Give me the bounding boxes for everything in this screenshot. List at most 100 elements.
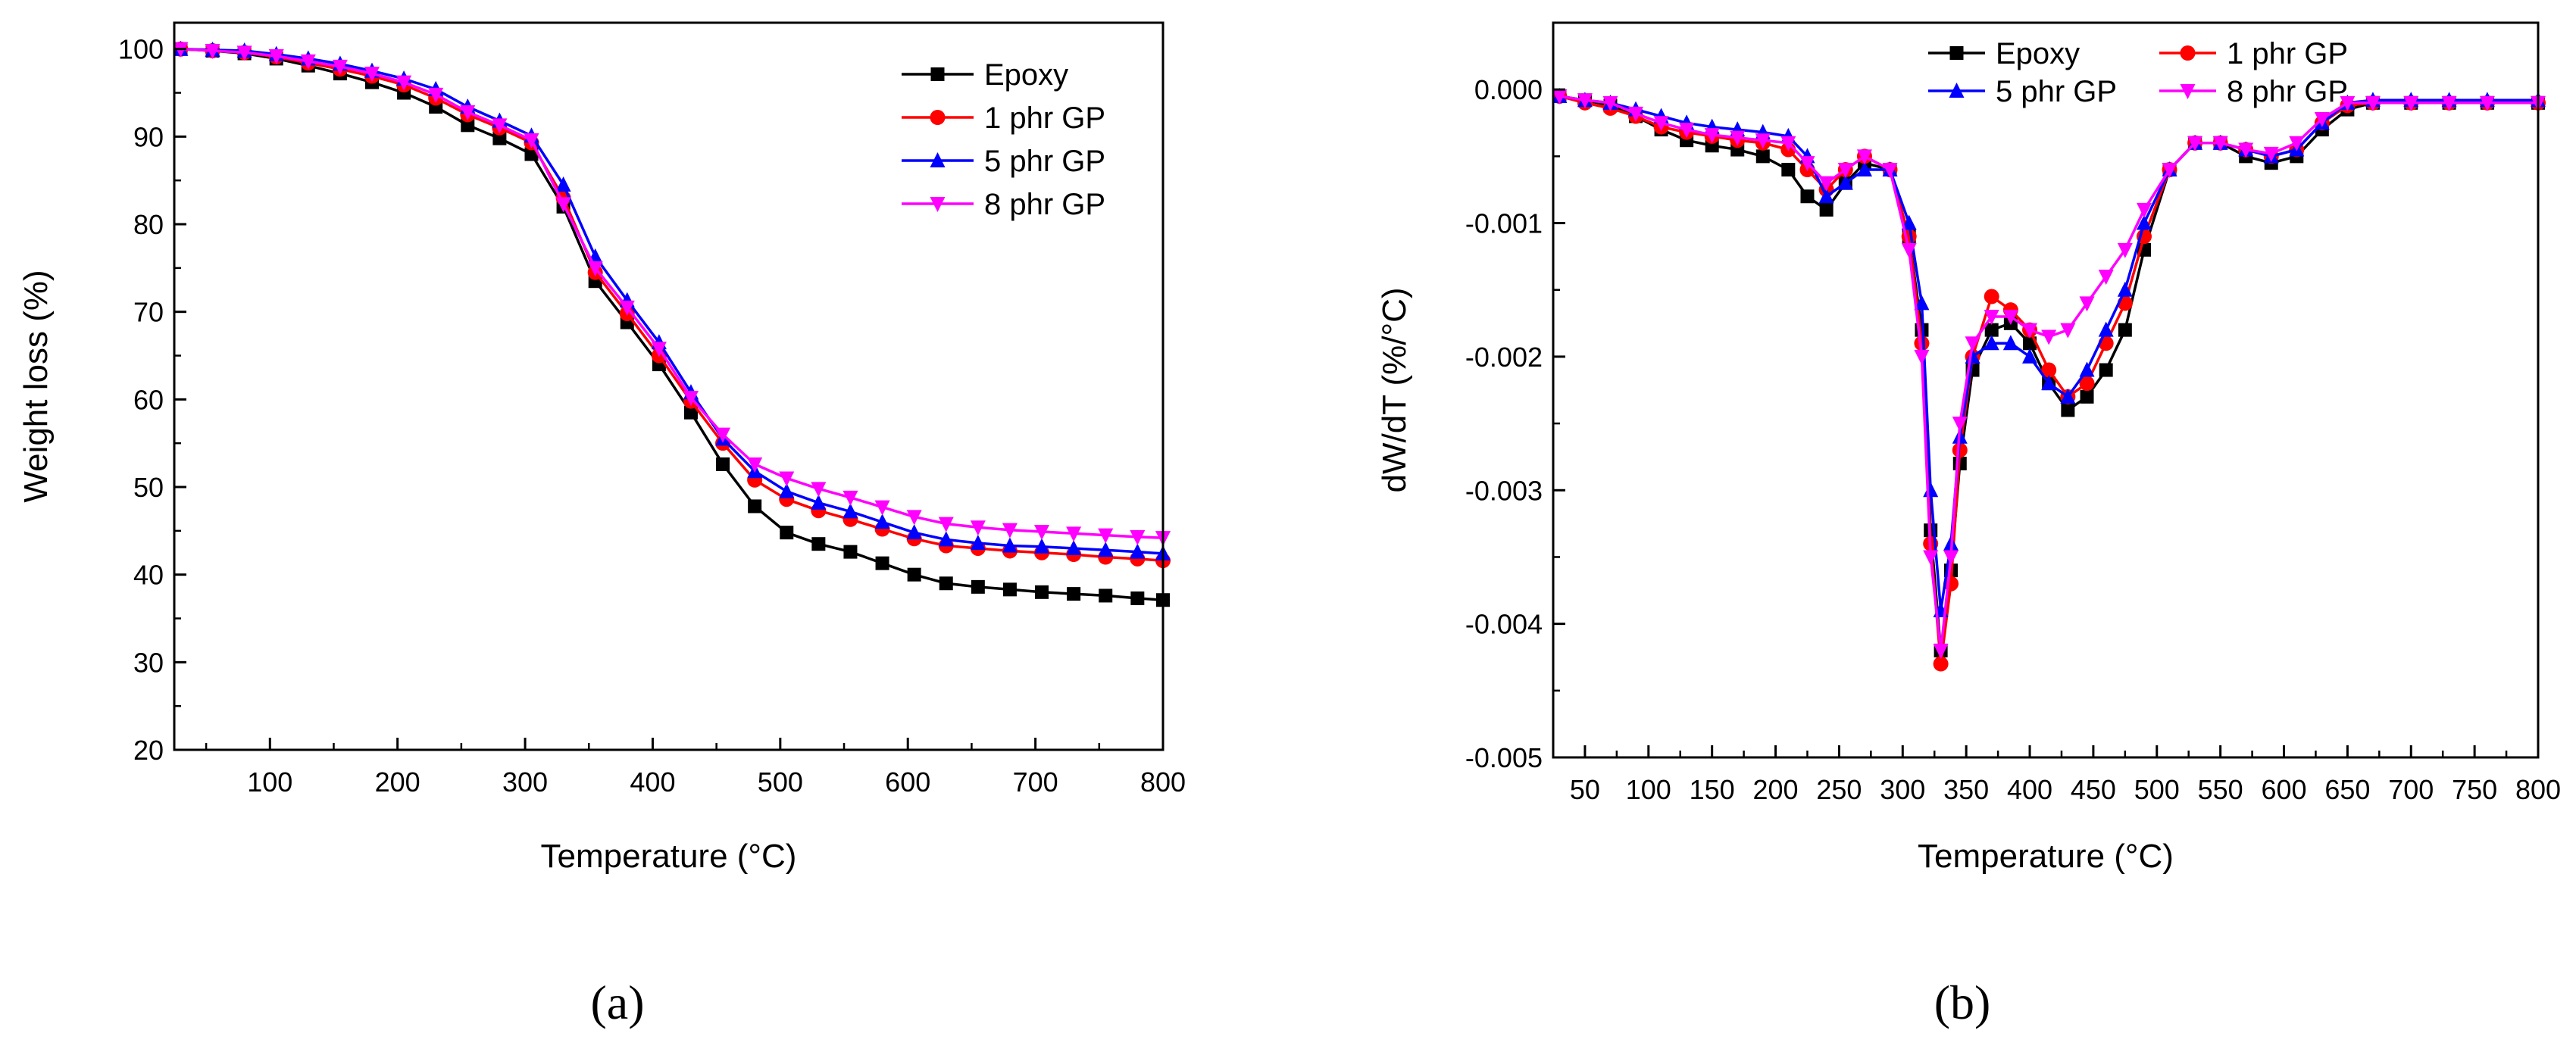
- data-point-3-22: [874, 500, 890, 516]
- x-tick-label: 50: [1570, 774, 1600, 805]
- y-tick-label: 40: [133, 560, 164, 591]
- data-point-3-0: [1552, 89, 1568, 105]
- y-tick-label: 80: [133, 209, 164, 240]
- data-point-1-22: [1984, 289, 1999, 304]
- data-point-2-15: [1901, 214, 1917, 230]
- data-point-3-25: [970, 520, 986, 536]
- data-point-3-23: [2002, 310, 2018, 325]
- data-point-3-22: [1984, 310, 1999, 325]
- legend: Epoxy 1 phr GP 5 phr GP 8 phr GP: [902, 58, 1105, 221]
- data-point-1-18: [1933, 656, 1949, 672]
- data-point-0-10: [492, 131, 507, 145]
- data-point-3-30: [1130, 529, 1146, 545]
- data-point-3-18: [1933, 643, 1949, 659]
- data-point-2-21: [843, 503, 858, 519]
- data-point-1-16: [1914, 336, 1930, 351]
- x-tick-label: 800: [1140, 766, 1186, 798]
- data-point-3-7: [1730, 130, 1746, 146]
- data-point-3-1: [205, 44, 220, 60]
- x-tick-label: 200: [1753, 774, 1799, 805]
- data-point-3-42: [2479, 95, 2495, 111]
- legend-label-0: Epoxy: [984, 58, 1068, 92]
- x-tick-label: 600: [885, 766, 930, 798]
- data-point-0-27: [2080, 389, 2094, 404]
- y-tick-label: 50: [133, 472, 164, 503]
- data-point-0-8: [1755, 149, 1770, 164]
- data-point-2-19: [779, 482, 795, 498]
- data-point-3-13: [1856, 149, 1872, 165]
- x-tick-label: 300: [1880, 774, 1925, 805]
- x-tick-label: 400: [630, 766, 675, 798]
- data-point-3-10: [492, 118, 508, 134]
- data-point-3-24: [938, 517, 954, 532]
- y-tick-label: -0.005: [1465, 742, 1543, 773]
- x-tick-label: 550: [2198, 774, 2243, 805]
- data-point-3-2: [236, 45, 252, 61]
- data-point-3-13: [587, 261, 603, 276]
- y-tick-label: 0.000: [1474, 74, 1543, 105]
- y-tick-label: 60: [133, 384, 164, 415]
- data-point-2-20: [811, 494, 827, 510]
- data-point-3-19: [779, 471, 795, 487]
- data-point-3-1: [1577, 93, 1593, 109]
- x-tick-label: 250: [1816, 774, 1862, 805]
- data-point-0-22: [1984, 323, 1999, 337]
- data-point-3-26: [1002, 523, 1018, 539]
- data-point-0-16: [683, 405, 698, 420]
- x-tick-label: 400: [2007, 774, 2052, 805]
- legend-label-3: 8 phr GP: [984, 188, 1105, 221]
- data-point-3-38: [2340, 95, 2356, 111]
- data-point-2-22: [1984, 335, 1999, 351]
- series-group: [173, 40, 1171, 607]
- data-point-2-24: [2022, 348, 2038, 364]
- x-tick-label: 600: [2261, 774, 2306, 805]
- data-point-3-40: [2403, 95, 2419, 111]
- data-point-0-22: [875, 556, 889, 570]
- data-point-0-11: [1819, 202, 1834, 217]
- data-point-3-28: [2098, 270, 2114, 286]
- data-point-0-30: [1130, 591, 1145, 605]
- data-point-3-39: [2365, 95, 2381, 111]
- panel-label: (b): [1934, 976, 1991, 1029]
- data-point-2-23: [906, 524, 922, 540]
- data-point-3-27: [2079, 296, 2095, 312]
- data-point-2-25: [970, 535, 986, 551]
- data-point-2-25: [2041, 375, 2057, 391]
- x-axis-title: Temperature (°C): [541, 838, 797, 875]
- data-point-3-8: [1755, 133, 1771, 149]
- data-point-0-9: [1781, 163, 1796, 176]
- data-point-3-33: [2212, 136, 2228, 151]
- data-point-2-30: [1130, 543, 1146, 559]
- data-point-3-36: [2289, 136, 2305, 151]
- data-point-3-11: [524, 133, 539, 148]
- x-tick-label: 350: [1943, 774, 1989, 805]
- x-tick-label: 300: [502, 766, 548, 798]
- plot-frame: [1552, 21, 2540, 759]
- data-point-3-20: [811, 482, 827, 498]
- x-tick-label: 100: [1626, 774, 1671, 805]
- legend-label-3: 8 phr GP: [2227, 75, 2348, 108]
- data-point-3-6: [1704, 128, 1720, 144]
- data-point-3-37: [2314, 111, 2330, 127]
- data-point-3-9: [1780, 136, 1796, 151]
- data-point-3-23: [906, 510, 922, 526]
- y-tick-label: 90: [133, 121, 164, 152]
- x-tick-label: 700: [1013, 766, 1058, 798]
- data-point-3-32: [2187, 136, 2203, 151]
- data-point-2-26: [2060, 388, 2076, 404]
- y-tick-label: -0.004: [1465, 609, 1543, 640]
- legend-label-2: 5 phr GP: [984, 145, 1105, 178]
- y-axis-title: Weight loss (%): [17, 270, 55, 502]
- data-point-3-5: [1679, 123, 1695, 139]
- data-point-3-12: [1837, 163, 1853, 178]
- data-point-0-27: [1035, 585, 1049, 599]
- data-point-3-30: [2137, 202, 2152, 218]
- data-point-0-17: [716, 457, 730, 471]
- x-tick-label: 100: [247, 766, 292, 798]
- data-point-2-30: [2137, 214, 2152, 230]
- panel-a-chart: 100 200 300 400 500 600 700 800 20 30 40 50 60 70 80 90…: [17, 21, 1186, 1029]
- data-point-3-4: [300, 54, 316, 70]
- data-point-3-20: [1952, 417, 1968, 432]
- data-point-3-12: [555, 197, 571, 213]
